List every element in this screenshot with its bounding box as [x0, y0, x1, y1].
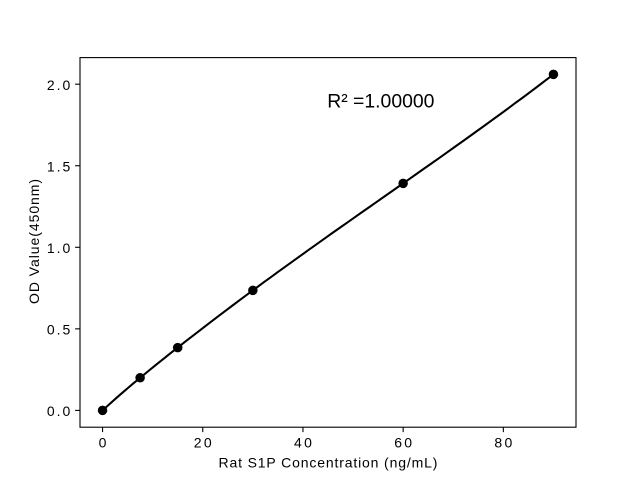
svg-text:1.0: 1.0: [47, 240, 72, 256]
svg-text:Rat S1P Concentration (ng/mL): Rat S1P Concentration (ng/mL): [219, 455, 439, 471]
svg-text:20: 20: [194, 435, 214, 451]
svg-text:0.0: 0.0: [47, 403, 72, 419]
svg-text:80: 80: [494, 435, 514, 451]
svg-text:60: 60: [394, 435, 414, 451]
svg-text:R² =1.00000: R² =1.00000: [327, 91, 434, 113]
svg-text:1.5: 1.5: [47, 159, 72, 175]
svg-text:0: 0: [99, 435, 109, 451]
svg-text:40: 40: [294, 435, 314, 451]
svg-text:OD Value(450nm): OD Value(450nm): [26, 178, 42, 304]
svg-text:2.0: 2.0: [47, 77, 72, 93]
svg-text:0.5: 0.5: [47, 322, 72, 338]
